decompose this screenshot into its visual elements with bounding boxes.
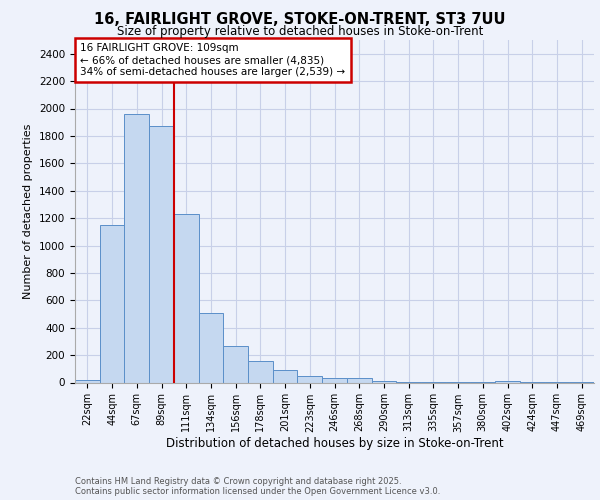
Bar	[273, 370, 298, 382]
Bar	[75, 380, 100, 382]
Bar	[174, 214, 199, 382]
Bar	[149, 126, 174, 382]
Bar	[223, 346, 248, 383]
Y-axis label: Number of detached properties: Number of detached properties	[23, 124, 34, 299]
Bar	[199, 312, 223, 382]
Bar	[322, 378, 347, 382]
Bar	[371, 381, 396, 382]
Bar	[495, 381, 520, 382]
Text: Contains public sector information licensed under the Open Government Licence v3: Contains public sector information licen…	[75, 488, 440, 496]
Bar	[347, 378, 371, 382]
Text: 16 FAIRLIGHT GROVE: 109sqm
← 66% of detached houses are smaller (4,835)
34% of s: 16 FAIRLIGHT GROVE: 109sqm ← 66% of deta…	[80, 44, 346, 76]
Text: Contains HM Land Registry data © Crown copyright and database right 2025.: Contains HM Land Registry data © Crown c…	[75, 478, 401, 486]
X-axis label: Distribution of detached houses by size in Stoke-on-Trent: Distribution of detached houses by size …	[166, 437, 503, 450]
Text: Size of property relative to detached houses in Stoke-on-Trent: Size of property relative to detached ho…	[117, 25, 483, 38]
Text: 16, FAIRLIGHT GROVE, STOKE-ON-TRENT, ST3 7UU: 16, FAIRLIGHT GROVE, STOKE-ON-TRENT, ST3…	[94, 12, 506, 28]
Bar	[248, 362, 273, 382]
Bar	[124, 114, 149, 382]
Bar	[100, 225, 124, 382]
Bar	[298, 376, 322, 382]
